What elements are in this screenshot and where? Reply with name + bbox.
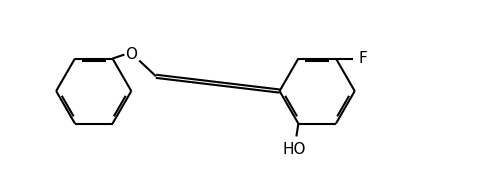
Text: HO: HO bbox=[282, 142, 306, 157]
Text: F: F bbox=[358, 51, 367, 66]
Text: O: O bbox=[125, 47, 137, 62]
